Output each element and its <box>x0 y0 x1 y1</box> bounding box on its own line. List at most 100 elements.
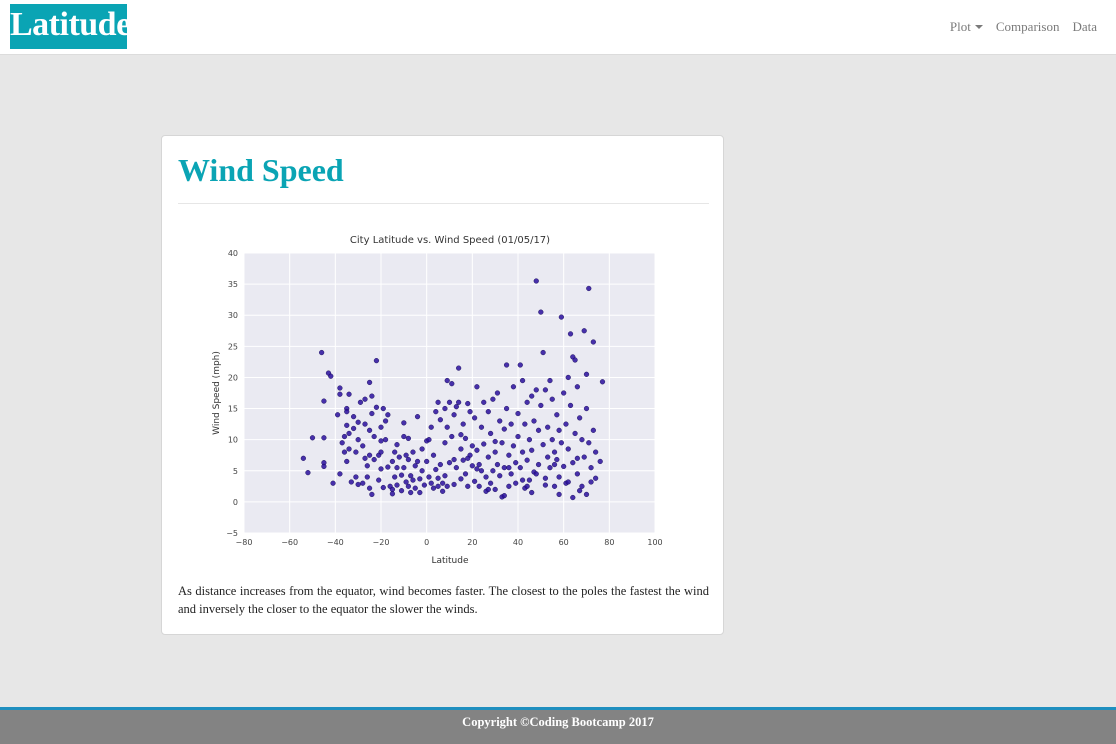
scatter-point <box>513 460 519 466</box>
scatter-point <box>574 384 580 390</box>
x-tick-label: 100 <box>647 538 662 547</box>
wind-speed-card: Wind Speed City Latitude vs. Wind Speed … <box>161 135 724 635</box>
scatter-point <box>440 488 446 494</box>
scatter-point <box>469 443 475 449</box>
scatter-point <box>579 437 585 443</box>
scatter-point <box>458 476 464 482</box>
scatter-point <box>469 463 475 469</box>
y-tick-label: −5 <box>226 529 238 538</box>
scatter-point <box>519 377 526 384</box>
scatter-point <box>577 488 583 494</box>
scatter-point <box>561 463 567 470</box>
scatter-point <box>373 358 380 364</box>
y-tick-label: 30 <box>228 311 238 320</box>
scatter-point <box>398 472 405 478</box>
scatter-point <box>300 455 306 461</box>
scatter-point <box>424 458 430 465</box>
scatter-point <box>364 474 370 480</box>
scatter-point <box>481 399 487 405</box>
scatter-point <box>485 486 491 493</box>
x-tick-label: −20 <box>373 538 390 547</box>
scatter-point <box>556 491 562 498</box>
scatter-point <box>378 449 384 455</box>
y-axis-label: Wind Speed (mph) <box>212 351 222 435</box>
scatter-point <box>410 449 416 455</box>
x-tick-label: 0 <box>424 538 429 547</box>
scatter-point <box>565 446 571 452</box>
nav-comparison[interactable]: Comparison <box>995 19 1060 34</box>
scatter-point <box>542 482 549 488</box>
scatter-point <box>426 437 432 443</box>
scatter-point <box>451 412 457 418</box>
scatter-point <box>506 465 512 471</box>
scatter-point <box>533 278 539 284</box>
scatter-point <box>572 430 578 437</box>
scatter-point <box>392 474 398 480</box>
scatter-point <box>440 480 446 486</box>
scatter-point <box>501 465 507 471</box>
scatter-point <box>403 479 409 485</box>
scatter-point <box>433 409 439 415</box>
scatter-point <box>501 426 507 432</box>
scatter-point <box>545 454 551 460</box>
footer-copyright: Copyright ©Coding Bootcamp 2017 <box>462 715 654 729</box>
scatter-point <box>401 433 407 440</box>
scatter-point <box>547 377 553 384</box>
brand-logo[interactable]: Latitude <box>10 4 131 49</box>
scatter-point <box>346 446 352 452</box>
scatter-point <box>353 474 359 480</box>
scatter-point <box>581 328 587 334</box>
scatter-point <box>515 433 521 440</box>
scatter-point <box>542 387 549 393</box>
scatter-point <box>405 456 412 463</box>
scatter-point <box>542 475 549 481</box>
scatter-point <box>444 424 450 430</box>
x-tick-label: 20 <box>467 538 477 547</box>
scatter-point <box>554 456 560 463</box>
scatter-point <box>426 474 432 480</box>
chart-title: City Latitude vs. Wind Speed (01/05/17) <box>350 235 550 246</box>
scatter-point <box>579 483 585 489</box>
scatter-point <box>529 393 535 399</box>
y-tick-label: 20 <box>228 373 238 382</box>
nav-plot-dropdown[interactable]: Plot <box>950 18 983 36</box>
scatter-point <box>428 424 434 430</box>
scatter-point <box>567 331 574 337</box>
scatter-point <box>421 482 427 488</box>
nav-data[interactable]: Data <box>1072 19 1097 34</box>
scatter-point <box>401 420 407 426</box>
scatter-point <box>378 424 384 430</box>
scatter-point <box>341 433 348 440</box>
scatter-point <box>444 377 450 384</box>
scatter-point <box>398 488 405 494</box>
scatter-point <box>357 399 364 405</box>
scatter-point <box>567 402 574 409</box>
scatter-point <box>330 480 336 486</box>
scatter-point <box>506 452 512 458</box>
scatter-point <box>556 427 562 433</box>
scatter-point <box>597 458 603 465</box>
title-divider <box>178 203 709 204</box>
scatter-point <box>355 419 361 425</box>
scatter-point <box>549 437 555 443</box>
scatter-point <box>549 396 555 402</box>
scatter-point <box>321 435 327 441</box>
x-tick-label: −60 <box>281 538 298 547</box>
scatter-point <box>371 456 377 463</box>
scatter-point <box>535 427 542 433</box>
x-axis-label: Latitude <box>431 556 469 566</box>
scatter-point <box>588 479 594 485</box>
scatter-point <box>435 483 441 489</box>
scatter-point <box>408 473 414 479</box>
scatter-point <box>346 430 352 437</box>
scatter-point <box>360 480 366 486</box>
scatter-point <box>583 371 590 377</box>
scatter-point <box>462 435 469 442</box>
scatter-point <box>405 483 412 489</box>
scatter-point <box>442 405 448 412</box>
x-tick-labels: −80 −60 −40 −20 0 20 40 60 80 100 <box>236 538 663 547</box>
scatter-point <box>369 410 375 417</box>
scatter-point <box>346 391 352 397</box>
scatter-point <box>563 421 569 427</box>
scatter-point <box>382 437 389 443</box>
